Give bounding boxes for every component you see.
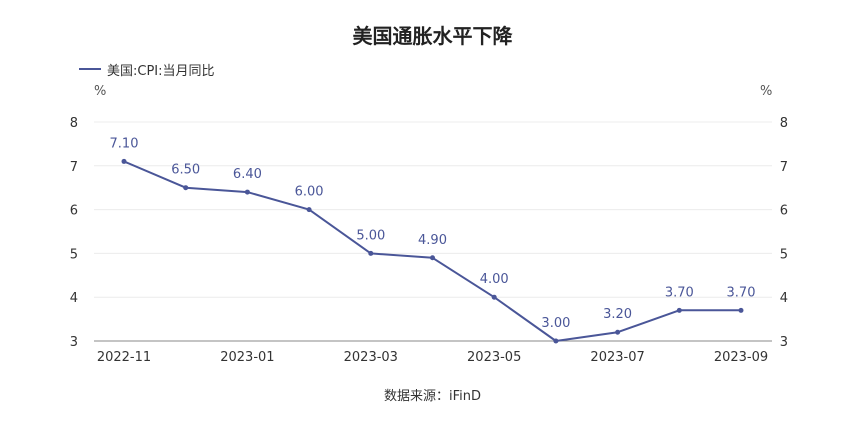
y-tick-label-right: 3 [780,335,788,350]
y-tick-label-right: 6 [780,204,788,219]
x-tick-label: 2023-01 [220,350,274,365]
data-label: 5.00 [356,228,385,243]
data-point [368,250,374,256]
legend-label: 美国:CPI:当月同比 [107,63,215,79]
data-point [306,207,312,213]
y-tick-label-left: 6 [70,204,78,219]
series-line [123,160,741,342]
source-note: 数据来源：iFinD [383,389,481,404]
x-tick-label: 2023-05 [467,350,521,365]
legend-line-swatch [79,68,101,70]
data-point [676,307,682,313]
y-axis-unit-right: % [760,84,773,99]
y-tick-label-left: 3 [70,335,78,350]
data-point [491,294,497,300]
data-point [553,338,559,344]
data-label: 4.00 [480,272,509,287]
data-label: 7.10 [110,136,139,151]
y-tick-label-right: 8 [780,116,788,131]
data-label: 3.00 [541,316,570,331]
data-label: 6.50 [171,163,200,178]
data-point [738,307,744,313]
x-tick-label: 2022-11 [97,350,151,365]
data-label: 6.00 [295,185,324,200]
y-tick-label-right: 4 [780,291,788,306]
data-point [615,329,621,335]
y-tick-label-left: 5 [70,247,78,262]
data-label: 3.20 [603,307,632,322]
data-label: 6.40 [233,167,262,182]
data-label: 3.70 [665,285,694,300]
legend[interactable]: 美国:CPI:当月同比 [79,60,215,79]
data-point [244,189,250,195]
y-tick-label-left: 8 [70,116,78,131]
x-tick-label: 2023-07 [590,350,644,365]
chart-title: 美国通胀水平下降 [352,24,513,48]
y-tick-label-left: 7 [70,160,78,175]
data-label: 4.90 [418,233,447,248]
data-point [121,158,127,164]
x-tick-label: 2023-09 [714,350,768,365]
x-tick-label: 2023-03 [344,350,398,365]
y-tick-label-left: 4 [70,291,78,306]
data-point [183,185,189,191]
y-tick-label-right: 7 [780,160,788,175]
data-label: 3.70 [727,285,756,300]
data-point [430,255,435,261]
y-axis-unit-left: % [94,84,107,99]
y-tick-label-right: 5 [780,247,788,262]
